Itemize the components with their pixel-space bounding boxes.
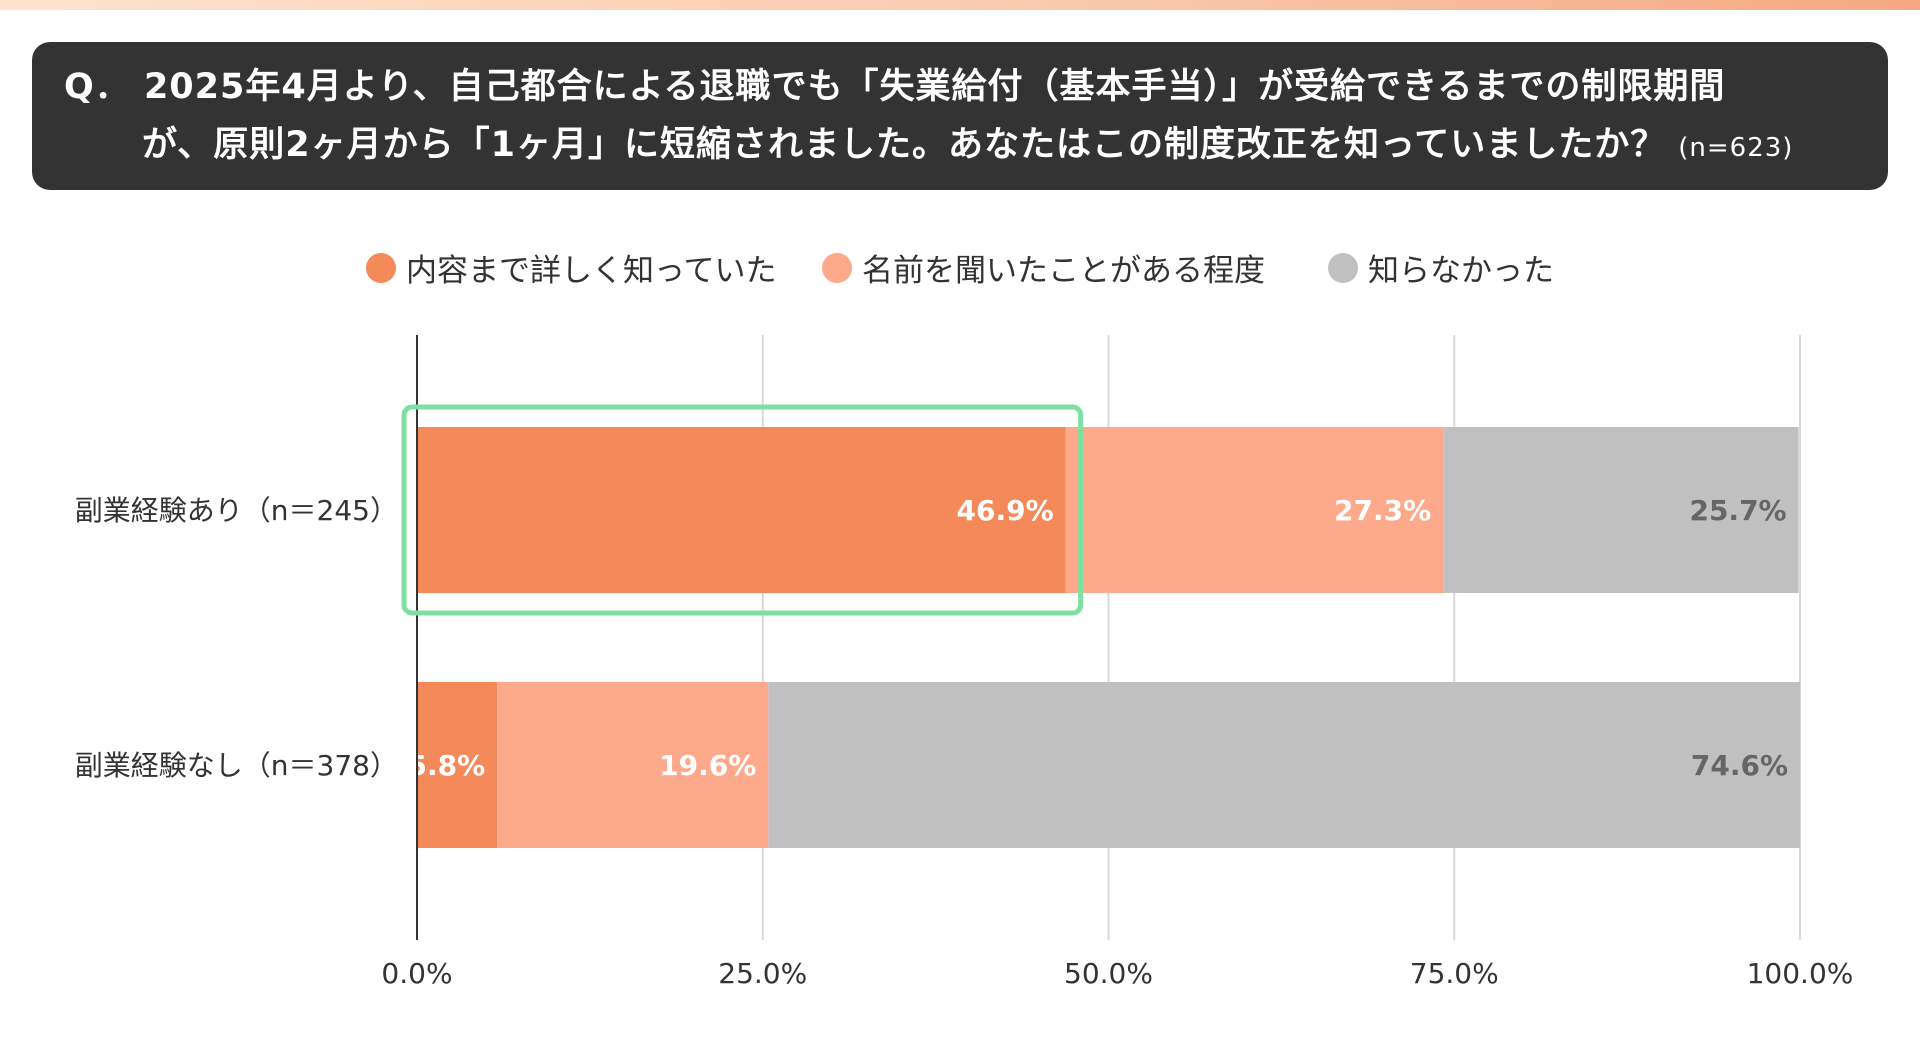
legend-label-not-known: 知らなかった bbox=[1368, 253, 1554, 289]
legend-item-heard-name: 名前を聞いたことがある程度 bbox=[822, 245, 1265, 290]
legend-label-detailed: 内容まで詳しく知っていた bbox=[406, 253, 777, 289]
highlight-frame bbox=[401, 404, 1084, 616]
x-tick-label-1: 25.0% bbox=[718, 957, 807, 990]
legend-swatch-detailed bbox=[366, 252, 396, 283]
legend-item-not-known: 知らなかった bbox=[1328, 245, 1554, 290]
legend-swatch-heard-name bbox=[822, 252, 852, 283]
question-banner: Q． 2025年4月より、自己都合による退職でも「失業給付（基本手当）」が受給で… bbox=[32, 42, 1888, 190]
data-label-0-2: 25.7% bbox=[1689, 494, 1786, 527]
x-tick-label-3: 75.0% bbox=[1410, 957, 1499, 990]
bar-segment-0-0 bbox=[417, 427, 1066, 593]
category-label-1: 副業経験なし（n＝378） bbox=[75, 749, 398, 782]
respondent-count: (n=623) bbox=[1678, 133, 1794, 163]
top-accent-stripe bbox=[0, 0, 1920, 10]
legend-item-detailed: 内容まで詳しく知っていた bbox=[366, 245, 776, 290]
category-label-0: 副業経験あり（n＝245） bbox=[75, 494, 398, 527]
data-label-1-0: 5.8% bbox=[408, 749, 486, 782]
question-text-line1: Q． 2025年4月より、自己都合による退職でも「失業給付（基本手当）」が受給で… bbox=[64, 67, 1726, 107]
chart-legend: 内容まで詳しく知っていた 名前を聞いたことがある程度 知らなかった bbox=[0, 245, 1920, 289]
bar-segment-1-0 bbox=[417, 682, 498, 848]
question-text-line2: が、原則2ヶ月から「1ヶ月」に短縮されました。あなたはこの制度改正を知っていまし… bbox=[142, 128, 1793, 163]
bar-segment-0-2 bbox=[1443, 427, 1799, 593]
legend-swatch-not-known bbox=[1328, 252, 1358, 283]
x-tick-label-0: 0.0% bbox=[381, 957, 452, 990]
data-label-1-2: 74.6% bbox=[1691, 749, 1788, 782]
bar-segment-1-2 bbox=[768, 682, 1800, 848]
x-tick-label-4: 100.0% bbox=[1747, 957, 1854, 990]
data-label-0-0: 46.9% bbox=[956, 494, 1053, 527]
x-tick-label-2: 50.0% bbox=[1064, 957, 1153, 990]
question-text-line2-body: が、原則2ヶ月から「1ヶ月」に短縮されました。あなたはこの制度改正を知っていまし… bbox=[142, 125, 1667, 165]
data-label-0-1: 27.3% bbox=[1334, 494, 1431, 527]
data-label-1-1: 19.6% bbox=[659, 749, 756, 782]
bar-segment-1-1 bbox=[497, 682, 769, 848]
bar-segment-0-1 bbox=[1065, 427, 1444, 593]
legend-label-heard-name: 名前を聞いたことがある程度 bbox=[862, 253, 1265, 289]
